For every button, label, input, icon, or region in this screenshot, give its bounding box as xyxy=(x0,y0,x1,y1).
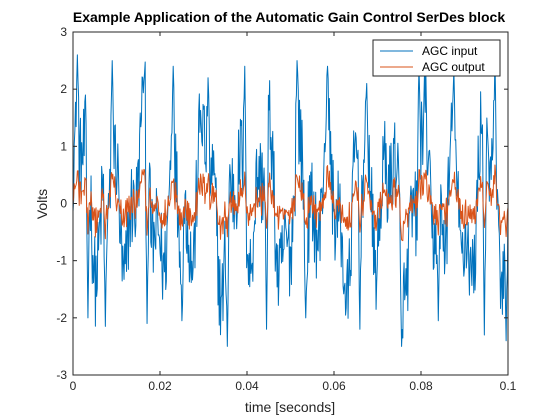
legend-box xyxy=(372,39,501,77)
x-tick-label: 0.06 xyxy=(322,379,346,393)
y-tick-label: 1 xyxy=(60,139,67,153)
legend-label-agc-output: AGC output xyxy=(422,60,485,74)
x-tick-label: 0.1 xyxy=(500,379,517,393)
legend-label-agc-input: AGC input xyxy=(422,44,478,58)
series-line-agc-output xyxy=(73,164,508,242)
legend: AGC input AGC output xyxy=(372,39,501,77)
x-tick-label: 0 xyxy=(70,379,77,393)
y-tick-label: -2 xyxy=(56,311,67,325)
series-layer xyxy=(73,54,508,347)
x-tick-label: 0.02 xyxy=(148,379,172,393)
x-tick-label: 0.04 xyxy=(235,379,259,393)
y-tick-label: 0 xyxy=(60,197,67,211)
y-axis: -3 -2 -1 0 1 2 3 xyxy=(56,25,508,382)
y-tick-label: -1 xyxy=(56,254,67,268)
x-axis: 0 0.02 0.04 0.06 0.08 0.1 xyxy=(70,32,517,393)
x-tick-label: 0.08 xyxy=(409,379,433,393)
y-axis-label: Volts xyxy=(34,189,50,219)
y-tick-label: 2 xyxy=(60,82,67,96)
x-axis-label: time [seconds] xyxy=(245,399,335,415)
y-tick-label: -3 xyxy=(56,368,67,382)
series-line-agc-input xyxy=(73,54,508,347)
y-tick-label: 3 xyxy=(60,25,67,39)
chart-title: Example Application of the Automatic Gai… xyxy=(73,9,505,25)
